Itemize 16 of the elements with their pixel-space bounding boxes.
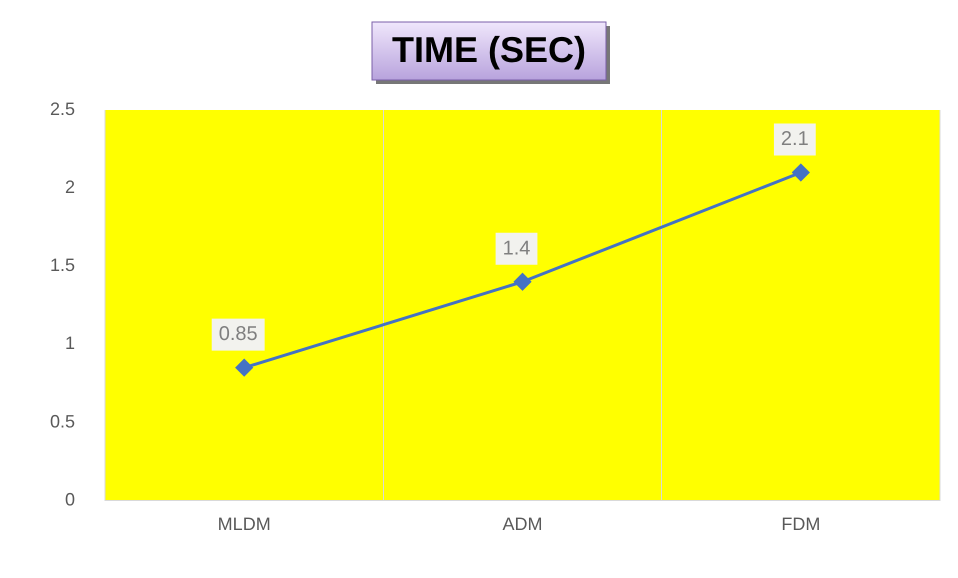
y-tick-label: 0.5 — [50, 411, 76, 432]
point — [236, 359, 253, 376]
data-label: 0.85 — [218, 323, 258, 346]
y-tick-label: 0 — [65, 489, 76, 510]
y-tick-label: 1.5 — [50, 255, 76, 276]
y-tick-label: 1 — [65, 333, 76, 354]
data-label: 2.1 — [780, 128, 809, 150]
chart-title: TIME (SEC) — [392, 28, 586, 70]
y-tick-label: 2 — [65, 177, 76, 198]
x-tick-label: MLDM — [218, 514, 271, 534]
data-label: 1.4 — [502, 237, 530, 260]
x-tick-label: FDM — [781, 514, 820, 534]
point — [514, 273, 532, 290]
x-tick-label: ADM — [502, 514, 543, 534]
point — [792, 164, 810, 181]
y-tick-label: 2.5 — [50, 98, 76, 119]
